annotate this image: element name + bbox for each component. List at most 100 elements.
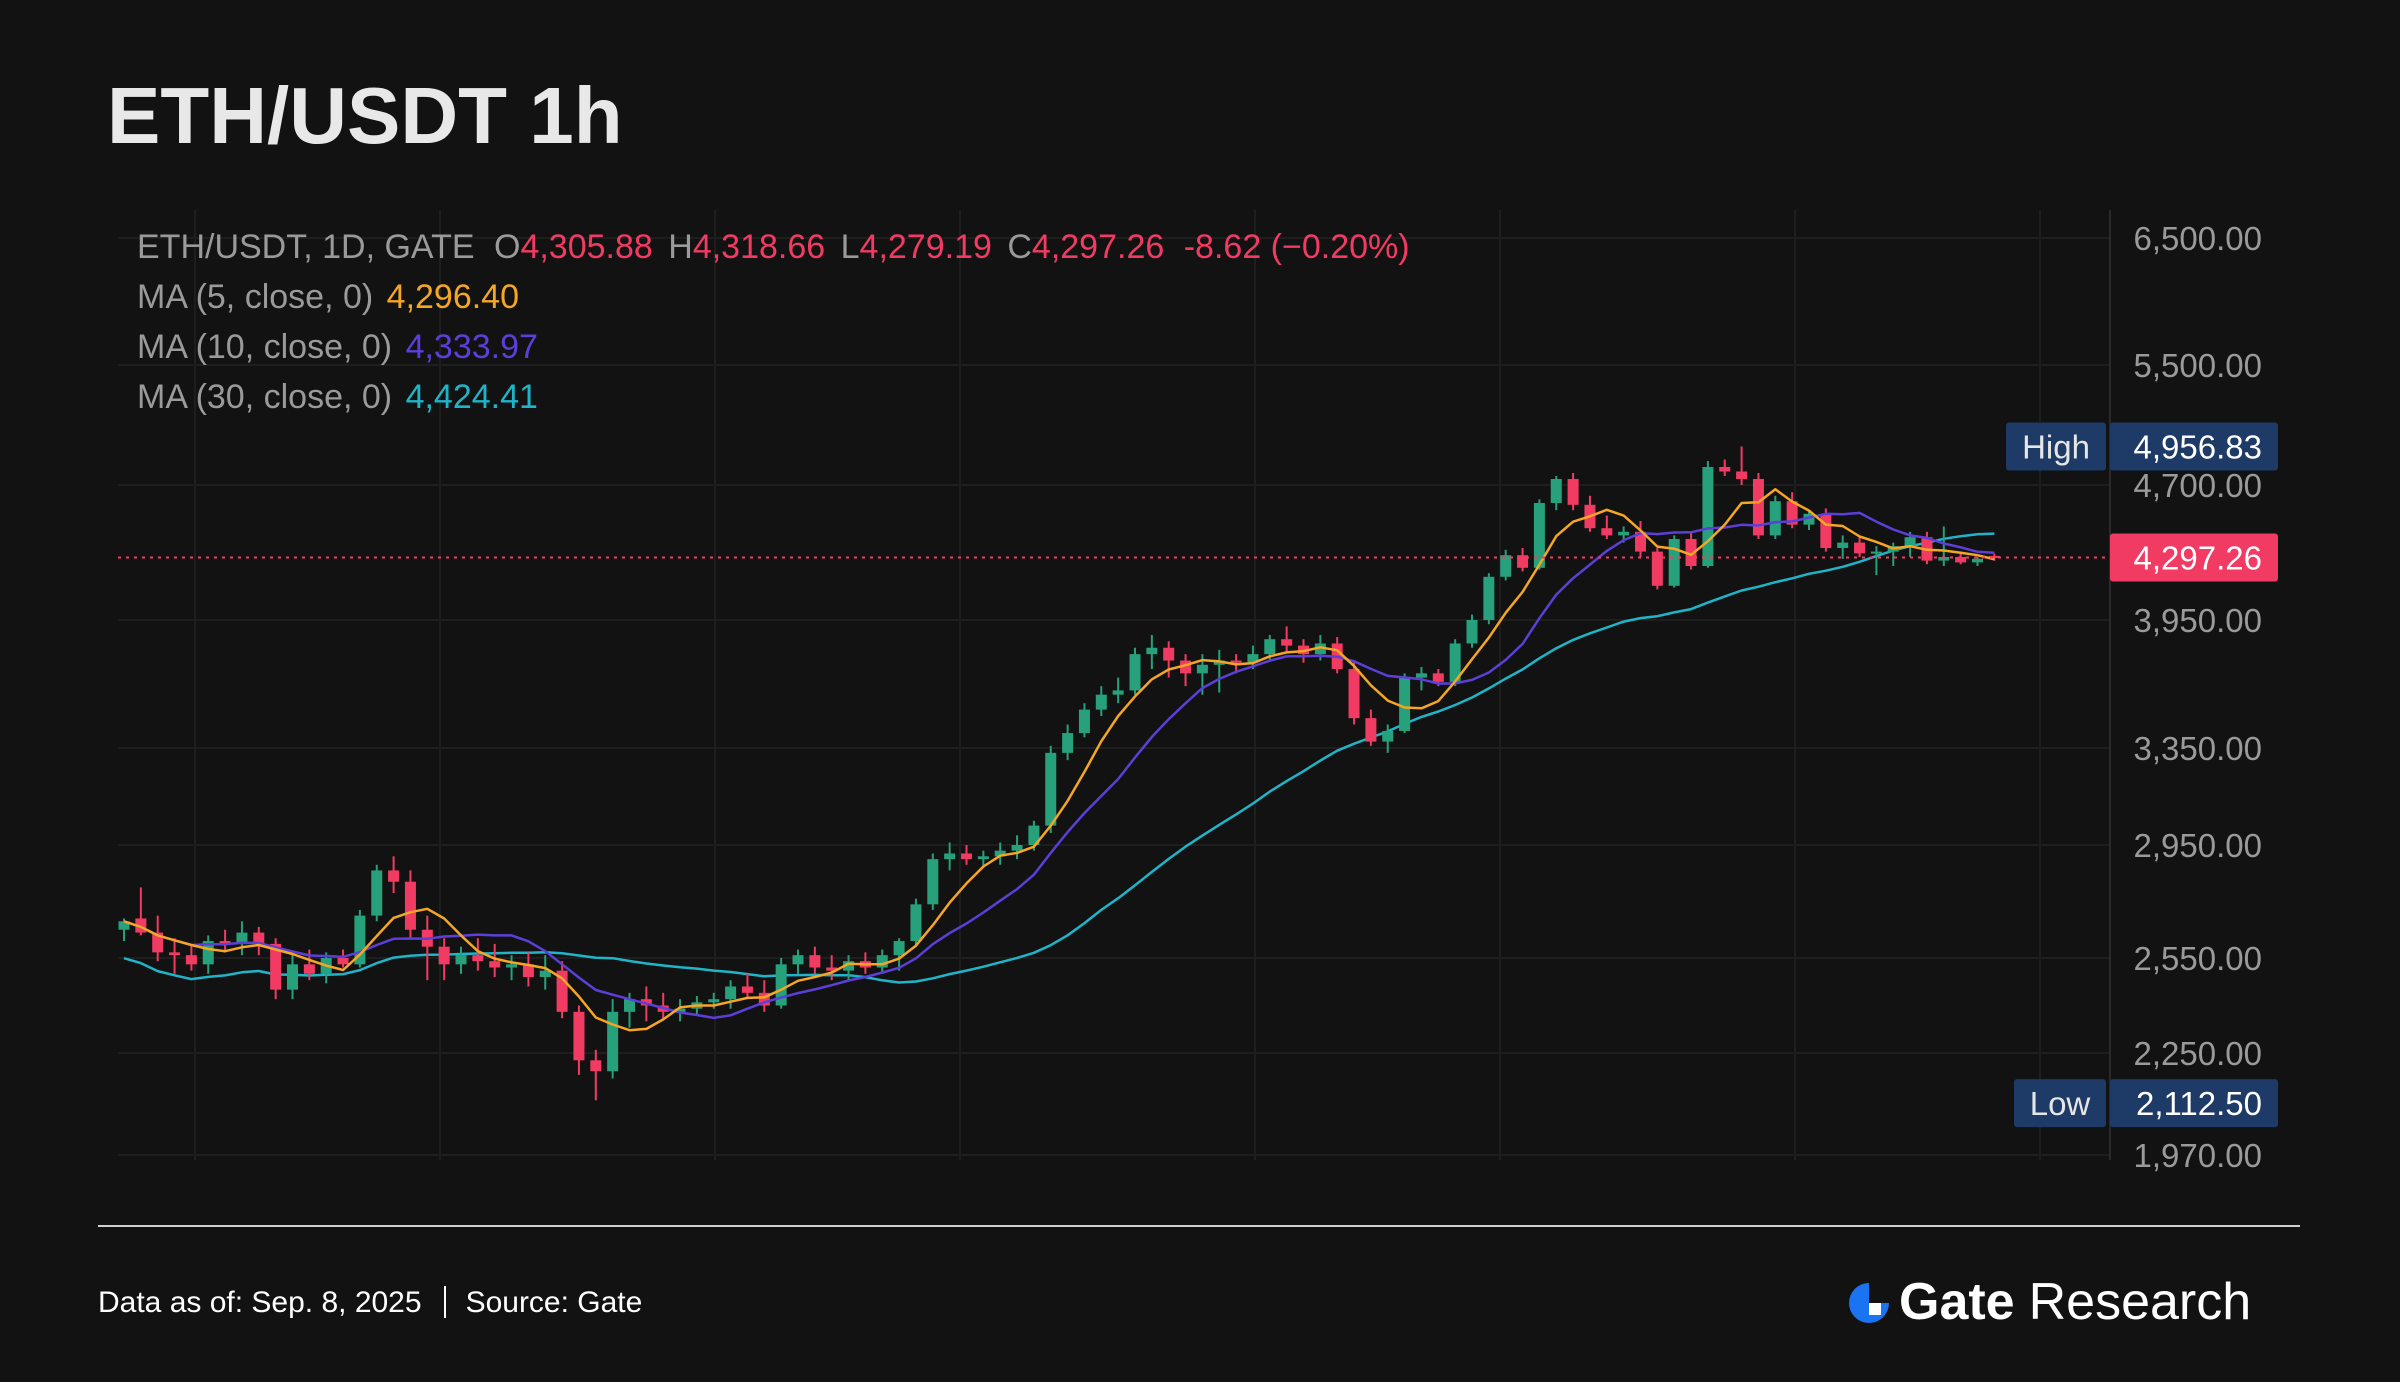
candle-body [1567, 479, 1579, 505]
candle-body [202, 941, 214, 965]
candle-body [438, 946, 450, 965]
brand-logo: Gate Research [1845, 1272, 2251, 1332]
candle-body [590, 1060, 602, 1072]
price-axis-label: 6,500.00 [2134, 220, 2262, 257]
candle-body [1163, 647, 1175, 661]
candle-body [556, 970, 568, 1012]
legend-change: -8.62 (−0.20%) [1183, 228, 1410, 266]
ma30-line [123, 532, 1995, 984]
candle-body [1651, 551, 1663, 586]
candle-body [674, 1008, 686, 1012]
source-label: Source: Gate [465, 1286, 643, 1319]
candle-body [1533, 503, 1545, 568]
high-badge-value-bg [2110, 422, 2278, 471]
last-price-badge-value-bg [2110, 533, 2278, 582]
candle-body [1517, 555, 1529, 568]
candle-body [1112, 690, 1124, 695]
ma5-polyline [123, 488, 1995, 1032]
last-price-badge-value: 4,297.26 [2134, 539, 2262, 576]
candle-body [809, 955, 821, 968]
low-badge-value-bg [2110, 1079, 2278, 1128]
brand-suffix: Research [2028, 1273, 2252, 1331]
legend-low-label: L [840, 228, 860, 266]
candle-body [1180, 660, 1192, 674]
candle-body [1062, 733, 1074, 753]
footer-separator [443, 1286, 446, 1318]
candle-body [489, 961, 501, 968]
candle-body [1129, 654, 1141, 691]
candle-body [1078, 709, 1090, 734]
legend-ma5-value: 4,296.40 [386, 278, 520, 316]
candle-body [1011, 845, 1023, 851]
candle-body [1382, 730, 1394, 742]
legend-ma5-label: MA (5, close, 0) [137, 278, 374, 316]
candle-body [1786, 501, 1798, 525]
candle-body [1264, 639, 1276, 655]
legend-ma10-label: MA (10, close, 0) [137, 328, 393, 366]
candle-body [337, 958, 349, 965]
candle-body [1348, 669, 1360, 719]
candle-body [270, 943, 282, 990]
candle-body [1247, 654, 1259, 663]
candle-body [944, 853, 956, 860]
candle-body [1213, 660, 1225, 665]
candle-body [219, 941, 231, 944]
candle-body [1483, 576, 1495, 620]
candle-body [573, 1011, 585, 1061]
legend-open-label: O [493, 228, 521, 266]
data-as-of: Data as of: Sep. 8, 2025 [98, 1286, 422, 1319]
candle-body [1685, 539, 1697, 566]
candle-body [994, 850, 1006, 857]
ma10-line [123, 511, 1995, 1020]
candle-body [185, 955, 197, 965]
candle-body [1028, 825, 1040, 845]
candle-body [1399, 677, 1411, 731]
candle-body [876, 955, 888, 968]
candle-body [1045, 752, 1057, 826]
candle-body [1550, 479, 1562, 503]
price-axis: 6,500.00 5,500.00 4,700.00 3,950.00 3,350.00… [2134, 220, 2262, 1174]
candle-body [1618, 531, 1630, 536]
legend-ma5: MA (5, close, 0) 4,296.40 [137, 278, 519, 317]
legend-high-value: 4,318.66 [692, 228, 826, 266]
price-axis-label: 3,350.00 [2134, 730, 2262, 767]
legend-high-label: H [668, 228, 693, 266]
ma10-polyline [123, 511, 1995, 1020]
candle-body [404, 881, 416, 930]
high-badge-label: High [2022, 428, 2090, 465]
candle-body [388, 870, 400, 882]
legend-ma30-label: MA (30, close, 0) [137, 378, 393, 416]
candle-body [1988, 555, 2000, 558]
ma5-line [123, 488, 1995, 1032]
candle-body [506, 964, 518, 968]
ma30-polyline [123, 532, 1995, 984]
legend-ma30-value: 4,424.41 [405, 378, 538, 416]
candle-body [118, 921, 130, 930]
legend-open-value: 4,305.88 [520, 228, 653, 266]
candle-body [1196, 664, 1208, 674]
candle-body [977, 856, 989, 860]
candle-body [455, 955, 467, 965]
legend-ohlc: ETH/USDT, 1D, GATE O4,305.88 H4,318.66 L… [137, 228, 1410, 267]
price-badges: High 4,956.83 Low 2,112.50 4,297.26 [2006, 422, 2278, 1128]
candle-body [927, 859, 939, 905]
legend-ma10: MA (10, close, 0) 4,333.97 [137, 328, 538, 367]
candle-body [1230, 660, 1242, 663]
candle-body [1702, 467, 1714, 566]
candle-body [236, 932, 248, 944]
candle-body [1904, 537, 1916, 547]
candle-body [1668, 539, 1680, 586]
candle-body [1769, 501, 1781, 536]
candle-body [1854, 542, 1866, 554]
candle-body [1449, 643, 1461, 682]
candle-body [893, 941, 905, 956]
candles [118, 446, 2000, 1101]
candle-body [539, 970, 551, 977]
candle-body [1972, 558, 1983, 563]
candle-body [1314, 643, 1326, 655]
price-axis-label: 1,970.00 [2134, 1137, 2262, 1174]
legend-ma10-value: 4,333.97 [405, 328, 538, 366]
candle-body [1820, 513, 1832, 548]
candle-body [303, 964, 315, 974]
